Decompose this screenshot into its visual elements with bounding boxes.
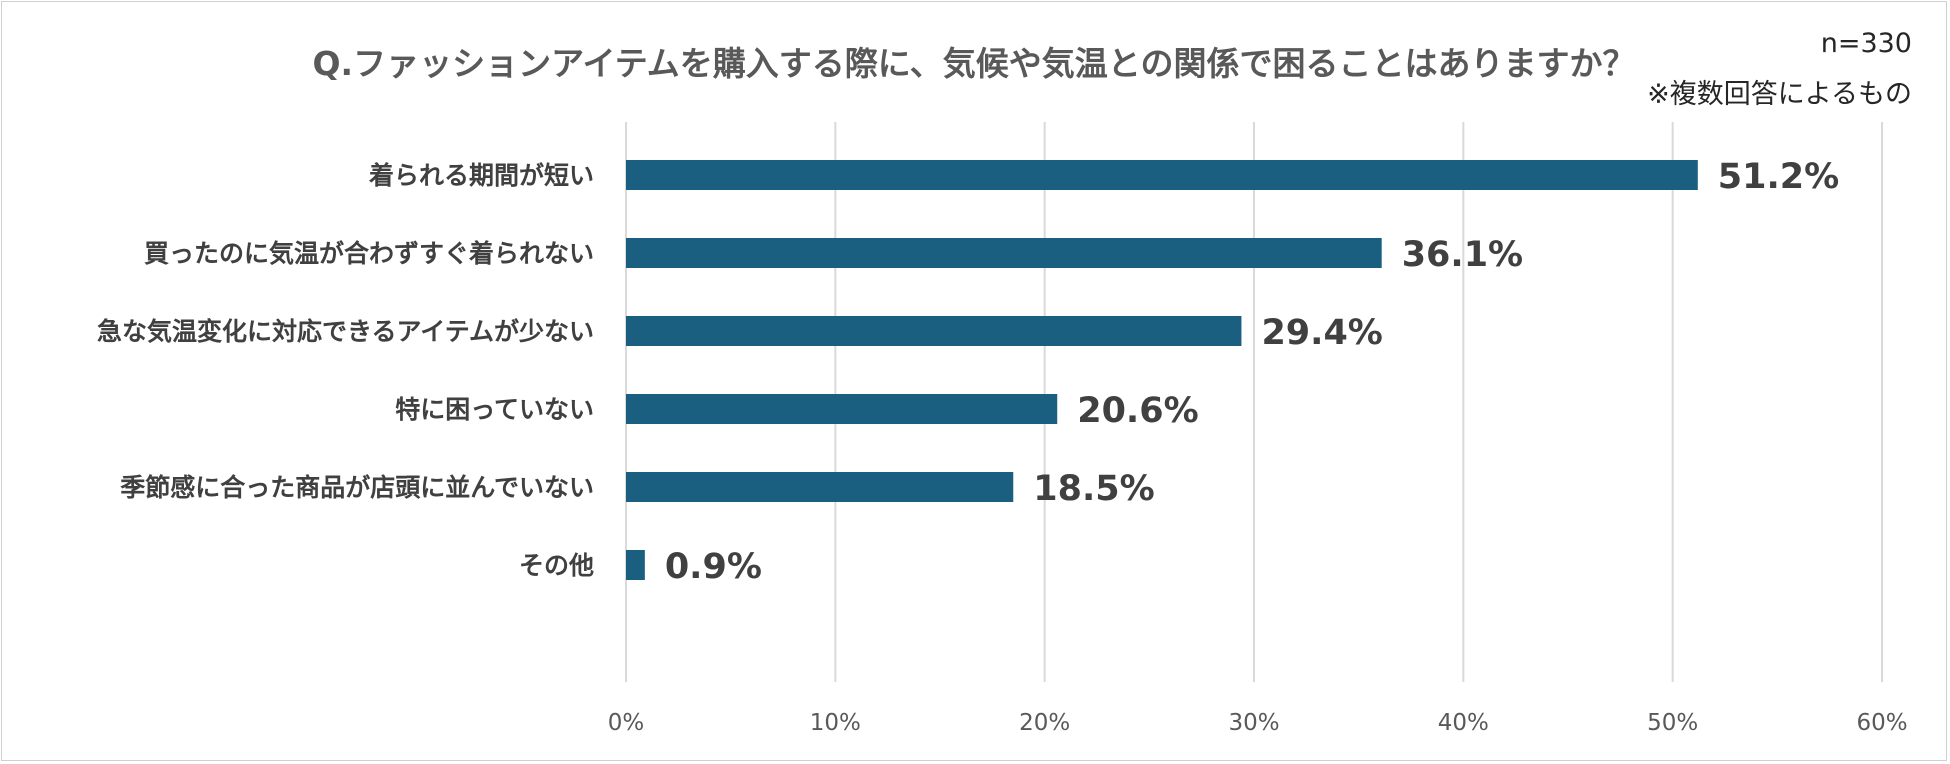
bar: [626, 160, 1698, 190]
value-label: 18.5%: [1033, 469, 1154, 509]
x-tick-label: 40%: [1438, 710, 1489, 736]
x-tick-label: 30%: [1228, 710, 1279, 736]
multiple-answer-note: ※複数回答によるもの: [1647, 79, 1912, 110]
bar: [626, 550, 645, 580]
x-tick-label: 60%: [1856, 710, 1907, 736]
category-label: 急な気温変化に対応できるアイテムが少ない: [97, 317, 594, 346]
bar: [626, 238, 1382, 268]
bar: [626, 394, 1058, 424]
x-tick-label: 20%: [1019, 710, 1070, 736]
category-label: その他: [519, 551, 594, 580]
category-label: 着られる期間が短い: [368, 161, 594, 190]
category-label: 季節感に合った商品が店頭に並んでいない: [120, 473, 594, 502]
gridlines: [625, 122, 1883, 682]
value-label: 20.6%: [1077, 391, 1198, 431]
category-label: 特に困っていない: [395, 395, 594, 424]
value-label: 0.9%: [665, 547, 762, 587]
value-label: 36.1%: [1402, 235, 1523, 275]
sample-size-note: n=330: [1821, 28, 1912, 59]
x-tick-label: 10%: [810, 710, 861, 736]
value-label: 51.2%: [1718, 157, 1839, 197]
value-label: 29.4%: [1261, 313, 1382, 353]
x-tick-label: 50%: [1647, 710, 1698, 736]
x-tick-label: 0%: [608, 710, 645, 736]
bar: [626, 316, 1242, 346]
bars: [626, 160, 1698, 580]
labels: 0% 10% 20% 30% 40% 50% 60% 着られる期間が短い 51.2% 買ったのに気…: [97, 157, 1908, 736]
chart-title: Q.ファッションアイテムを購入する際に、気候や気温との関係で困ることはありますか…: [313, 44, 1636, 83]
bar: [626, 472, 1014, 502]
category-label: 買ったのに気温が合わずすぐ着られない: [144, 239, 594, 268]
